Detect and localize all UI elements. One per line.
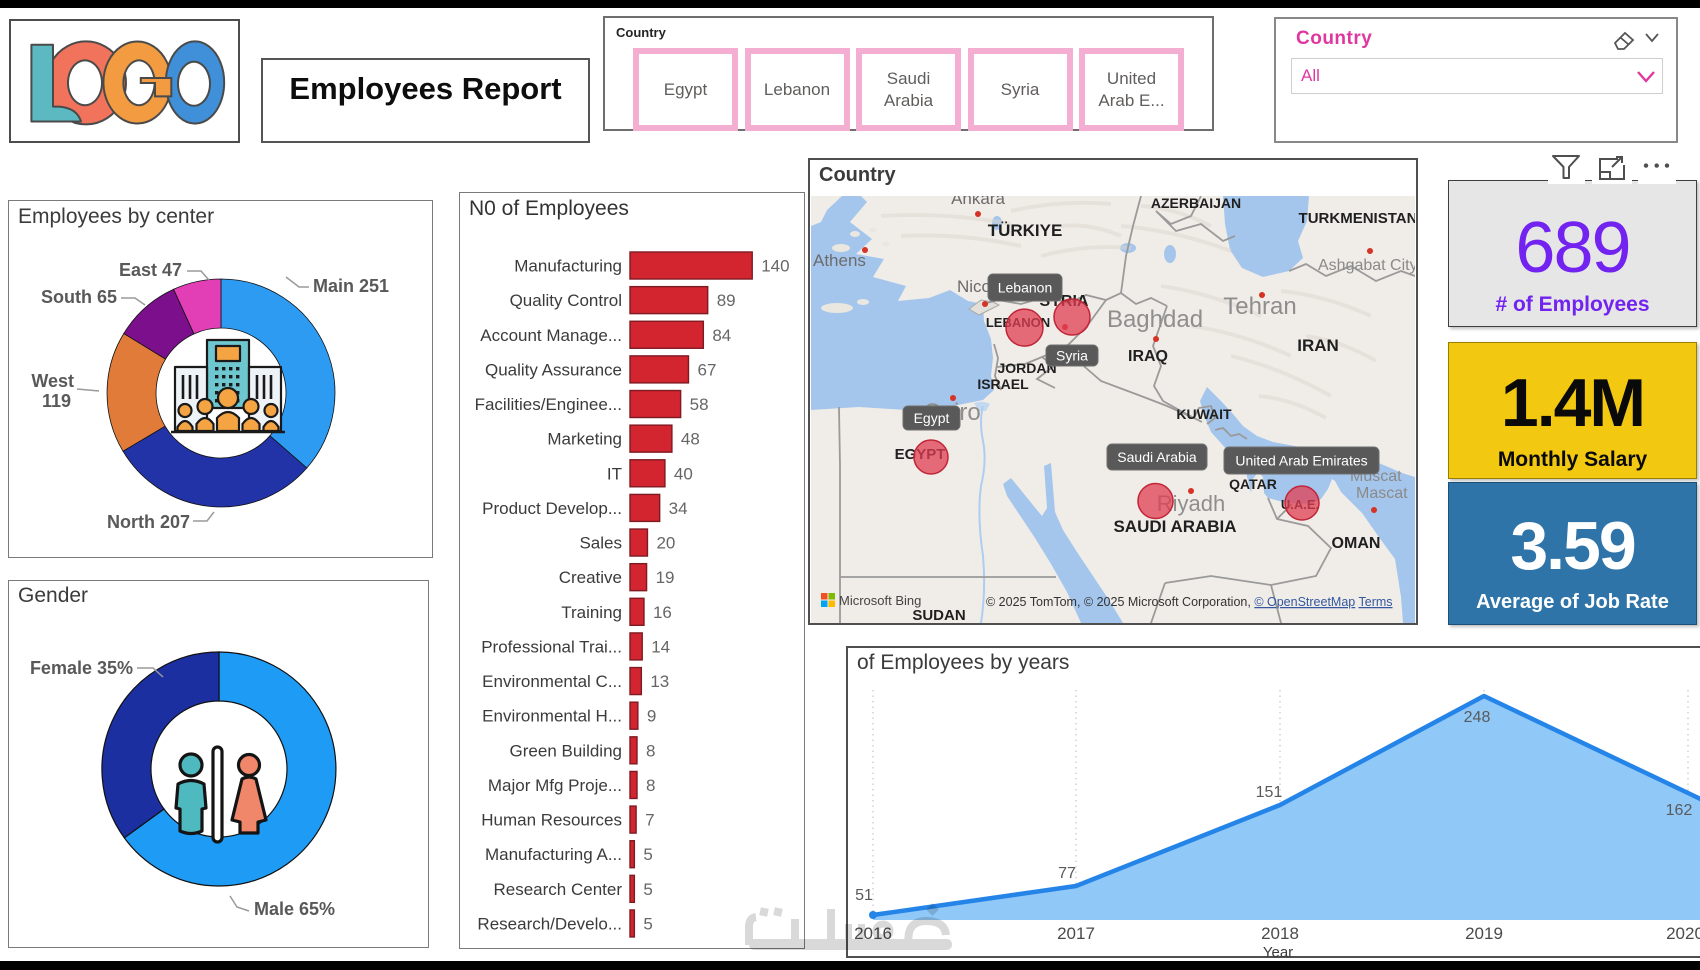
svg-text:77: 77 (1058, 865, 1076, 882)
svg-text:Training: Training (561, 603, 622, 622)
svg-text:ISRAEL: ISRAEL (977, 376, 1029, 392)
svg-text:Nico: Nico (957, 277, 991, 296)
svg-text:Green Building: Green Building (510, 741, 622, 760)
svg-text:SAUDI ARABIA: SAUDI ARABIA (1113, 517, 1236, 536)
svg-text:Lebanon: Lebanon (998, 280, 1053, 296)
svg-text:North 207: North 207 (107, 512, 190, 532)
svg-text:United Arab Emirates: United Arab Emirates (1235, 453, 1367, 469)
svg-text:Facilities/Enginee...: Facilities/Enginee... (475, 395, 622, 414)
svg-text:8: 8 (646, 741, 655, 760)
svg-text:16: 16 (653, 603, 672, 622)
svg-text:8: 8 (646, 776, 655, 795)
svg-text:IRAN: IRAN (1297, 336, 1339, 355)
svg-text:48: 48 (681, 430, 700, 449)
svg-text:58: 58 (690, 395, 709, 414)
svg-text:7: 7 (645, 811, 654, 830)
svg-text:5: 5 (643, 914, 652, 933)
svg-text:Quality Control: Quality Control (510, 291, 622, 310)
svg-text:Year: Year (1263, 944, 1293, 958)
svg-text:Product Develop...: Product Develop... (482, 499, 622, 518)
svg-text:Syria: Syria (1056, 348, 1088, 364)
svg-text:89: 89 (717, 291, 736, 310)
svg-text:Microsoft Bing: Microsoft Bing (839, 593, 921, 608)
svg-text:Baghdad: Baghdad (1107, 306, 1203, 333)
svg-text:248: 248 (1464, 709, 1491, 726)
svg-text:Major Mfg Proje...: Major Mfg Proje... (488, 776, 622, 795)
svg-text:Professional Trai...: Professional Trai... (481, 637, 622, 656)
svg-text:13: 13 (650, 672, 669, 691)
svg-text:Environmental C...: Environmental C... (482, 672, 622, 691)
svg-text:Research Center: Research Center (493, 880, 622, 899)
svg-text:KUWAIT: KUWAIT (1176, 406, 1232, 422)
svg-text:TÜRKIYE: TÜRKIYE (988, 221, 1063, 240)
svg-text:Research/Develo...: Research/Develo... (477, 914, 622, 933)
svg-text:84: 84 (712, 326, 731, 345)
svg-text:OMAN: OMAN (1332, 535, 1381, 552)
svg-text:© 2025 TomTom, © 2025 Microsof: © 2025 TomTom, © 2025 Microsoft Corporat… (986, 595, 1393, 609)
svg-text:JORDAN: JORDAN (997, 360, 1056, 376)
svg-text:2019: 2019 (1465, 924, 1503, 943)
svg-text:SUDAN: SUDAN (912, 607, 965, 623)
svg-text:5: 5 (643, 880, 652, 899)
svg-text:Ankara: Ankara (951, 196, 1005, 208)
svg-text:IT: IT (607, 464, 622, 483)
svg-text:Manufacturing A...: Manufacturing A... (485, 845, 622, 864)
svg-text:140: 140 (761, 257, 789, 276)
svg-text:AZERBAIJAN: AZERBAIJAN (1151, 196, 1241, 211)
svg-text:19: 19 (656, 568, 675, 587)
svg-text:Male 65%: Male 65% (254, 899, 335, 919)
svg-text:Quality Assurance: Quality Assurance (485, 360, 622, 379)
svg-text:IRAQ: IRAQ (1128, 348, 1168, 365)
svg-text:2017: 2017 (1057, 924, 1095, 943)
svg-text:Mascat: Mascat (1356, 485, 1408, 502)
svg-text:Female 35%: Female 35% (30, 658, 133, 678)
svg-text:South 65: South 65 (41, 287, 117, 307)
svg-text:Ashgabat City: Ashgabat City (1318, 257, 1415, 274)
svg-text:Main 251: Main 251 (313, 276, 389, 296)
svg-text:14: 14 (651, 637, 670, 656)
svg-text:Saudi Arabia: Saudi Arabia (1117, 449, 1197, 465)
svg-text:Egypt: Egypt (914, 410, 950, 426)
svg-text:40: 40 (674, 464, 693, 483)
svg-text:Creative: Creative (559, 568, 622, 587)
svg-text:Sales: Sales (579, 534, 622, 553)
svg-text:2020: 2020 (1666, 924, 1700, 943)
svg-text:20: 20 (656, 534, 675, 553)
svg-text:162: 162 (1666, 802, 1693, 819)
svg-text:QATAR: QATAR (1229, 476, 1277, 492)
svg-text:151: 151 (1256, 784, 1283, 801)
svg-text:119: 119 (42, 391, 71, 411)
svg-text:9: 9 (647, 707, 656, 726)
svg-text:2018: 2018 (1261, 924, 1299, 943)
svg-text:Environmental H...: Environmental H... (482, 707, 622, 726)
svg-text:34: 34 (669, 499, 688, 518)
svg-text:Athens: Athens (813, 251, 866, 270)
svg-text:Tehran: Tehran (1223, 293, 1296, 320)
svg-text:67: 67 (697, 360, 716, 379)
svg-text:5: 5 (643, 845, 652, 864)
svg-text:West: West (31, 371, 74, 391)
svg-text:Marketing: Marketing (547, 430, 622, 449)
svg-text:Account Manage...: Account Manage... (480, 326, 622, 345)
svg-text:East 47: East 47 (119, 260, 182, 280)
svg-text:TURKMENISTAN: TURKMENISTAN (1299, 210, 1415, 227)
svg-text:Manufacturing: Manufacturing (514, 257, 622, 276)
svg-text:51: 51 (855, 887, 873, 904)
svg-text:Human Resources: Human Resources (481, 811, 622, 830)
